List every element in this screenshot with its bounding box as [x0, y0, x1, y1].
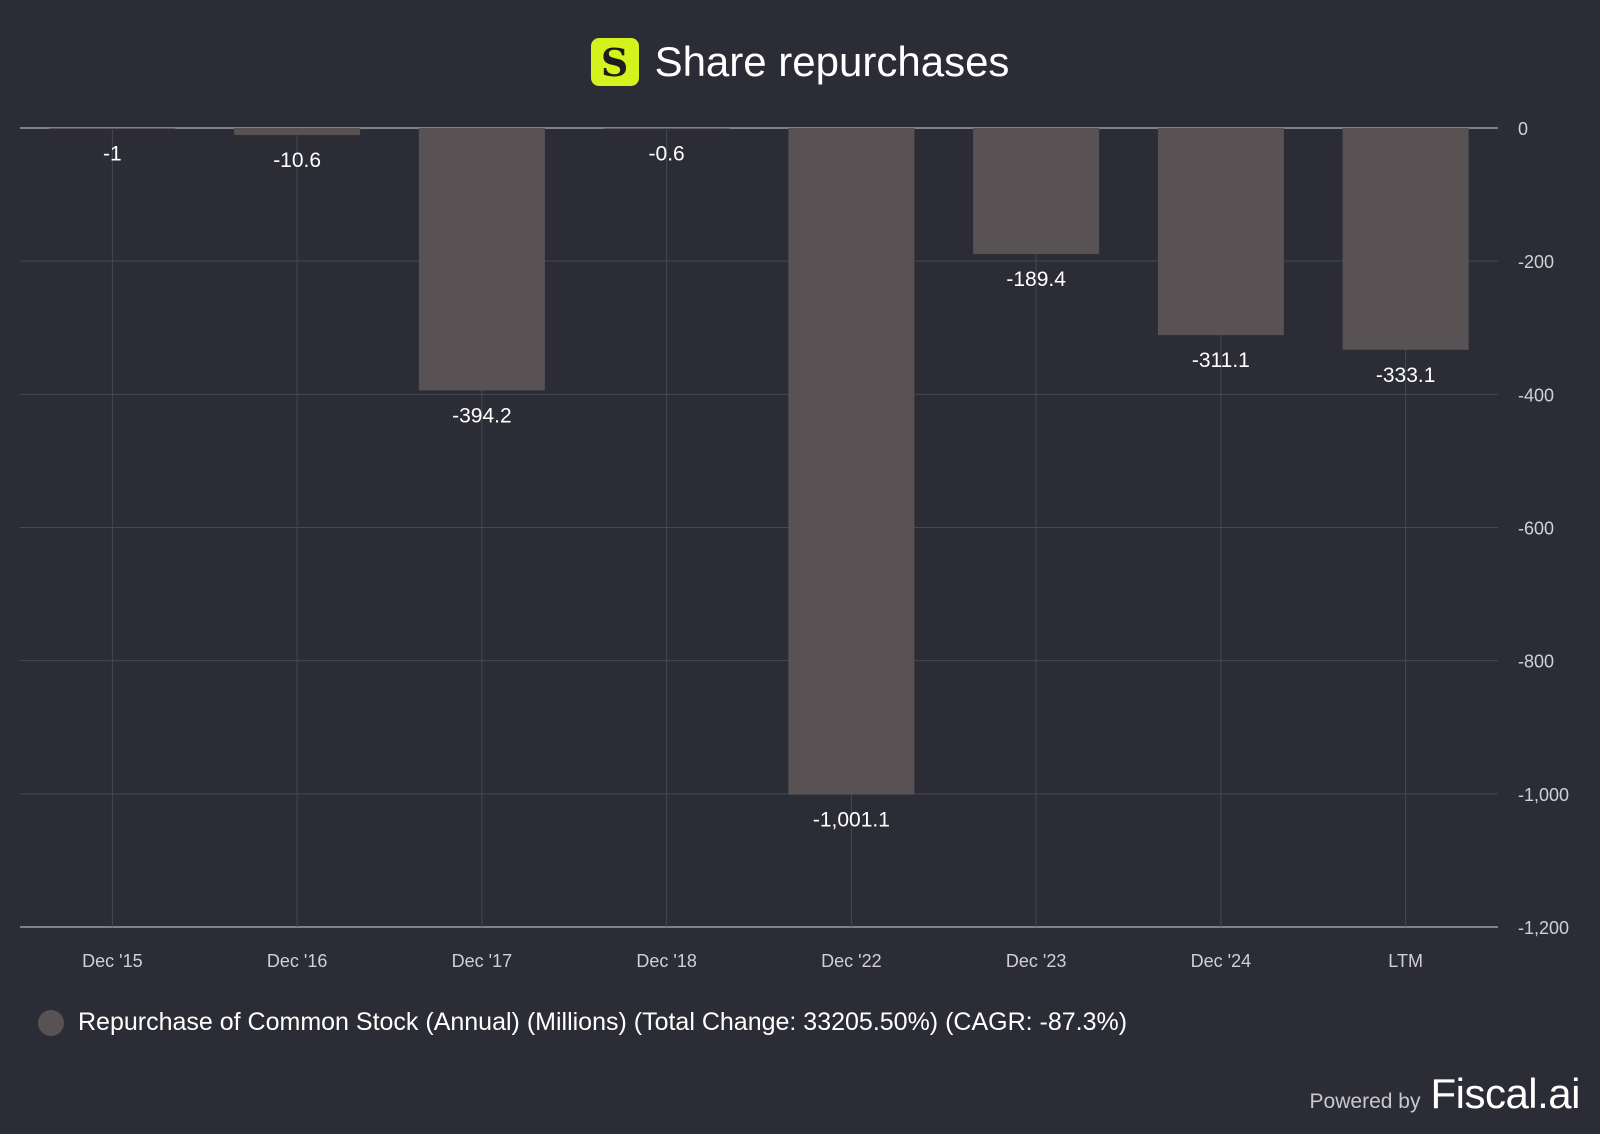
y-tick-label: -200 — [1518, 252, 1554, 272]
x-tick-label: Dec '15 — [82, 951, 142, 971]
powered-by[interactable]: Powered by Fiscal.ai — [1309, 1070, 1581, 1118]
bar — [973, 128, 1100, 255]
y-tick-label: -1,000 — [1518, 785, 1569, 805]
y-tick-label: -600 — [1518, 519, 1554, 539]
y-tick-label: 0 — [1518, 119, 1528, 139]
bar-value-label: -10.6 — [273, 149, 321, 172]
bar-value-label: -311.1 — [1192, 349, 1250, 372]
legend[interactable]: Repurchase of Common Stock (Annual) (Mil… — [38, 1008, 1127, 1037]
bar — [1157, 128, 1284, 336]
company-logo-letter: S — [600, 40, 629, 85]
y-axis-ticks: 0 -200 -400 -600 -800 -1,000 -1,200 — [1518, 119, 1569, 938]
chart-header: S Share repurchases — [0, 32, 1600, 92]
y-tick-label: -1,200 — [1518, 918, 1569, 938]
y-tick-label: -400 — [1518, 385, 1554, 405]
bars — [49, 128, 1469, 795]
powered-by-label: Powered by — [1309, 1090, 1421, 1113]
company-logo-icon: S — [590, 38, 639, 86]
x-tick-label: LTM — [1388, 951, 1423, 971]
x-tick-label: Dec '17 — [452, 951, 512, 971]
x-axis-ticks: Dec '15 Dec '16 Dec '17 Dec '18 Dec '22 Dec '… — [82, 951, 1423, 971]
legend-swatch — [38, 1009, 64, 1036]
bar-value-label: -333.1 — [1376, 364, 1436, 387]
data-labels: -1 -10.6 -394.2 -0.6 -1,001.1 -189.4 -311.1 -33… — [103, 142, 1435, 831]
bar — [234, 128, 361, 136]
chart-title: Share repurchases — [654, 38, 1010, 85]
bar-value-label: -189.4 — [1006, 268, 1066, 291]
fiscal-ai-logo: Fiscal.ai — [1430, 1070, 1580, 1117]
x-tick-label: Dec '23 — [1006, 951, 1066, 971]
x-tick-label: Dec '16 — [267, 951, 327, 971]
bar — [788, 128, 915, 795]
bar — [1342, 128, 1469, 350]
x-tick-label: Dec '18 — [636, 951, 696, 971]
legend-label: Repurchase of Common Stock (Annual) (Mil… — [78, 1008, 1128, 1036]
x-tick-label: Dec '24 — [1191, 951, 1251, 971]
bar-value-label: -394.2 — [452, 404, 512, 427]
bar — [49, 128, 176, 129]
bar-value-label: -0.6 — [649, 142, 685, 165]
x-tick-label: Dec '22 — [821, 951, 881, 971]
bar-value-label: -1,001.1 — [813, 809, 890, 832]
y-tick-label: -800 — [1518, 652, 1554, 672]
grid-lines — [20, 127, 1498, 928]
bar — [603, 128, 730, 129]
bar — [418, 128, 545, 391]
bar-chart: -1 -10.6 -394.2 -0.6 -1,001.1 -189.4 -311.1 -33… — [20, 119, 1569, 971]
bar-value-label: -1 — [103, 143, 122, 166]
